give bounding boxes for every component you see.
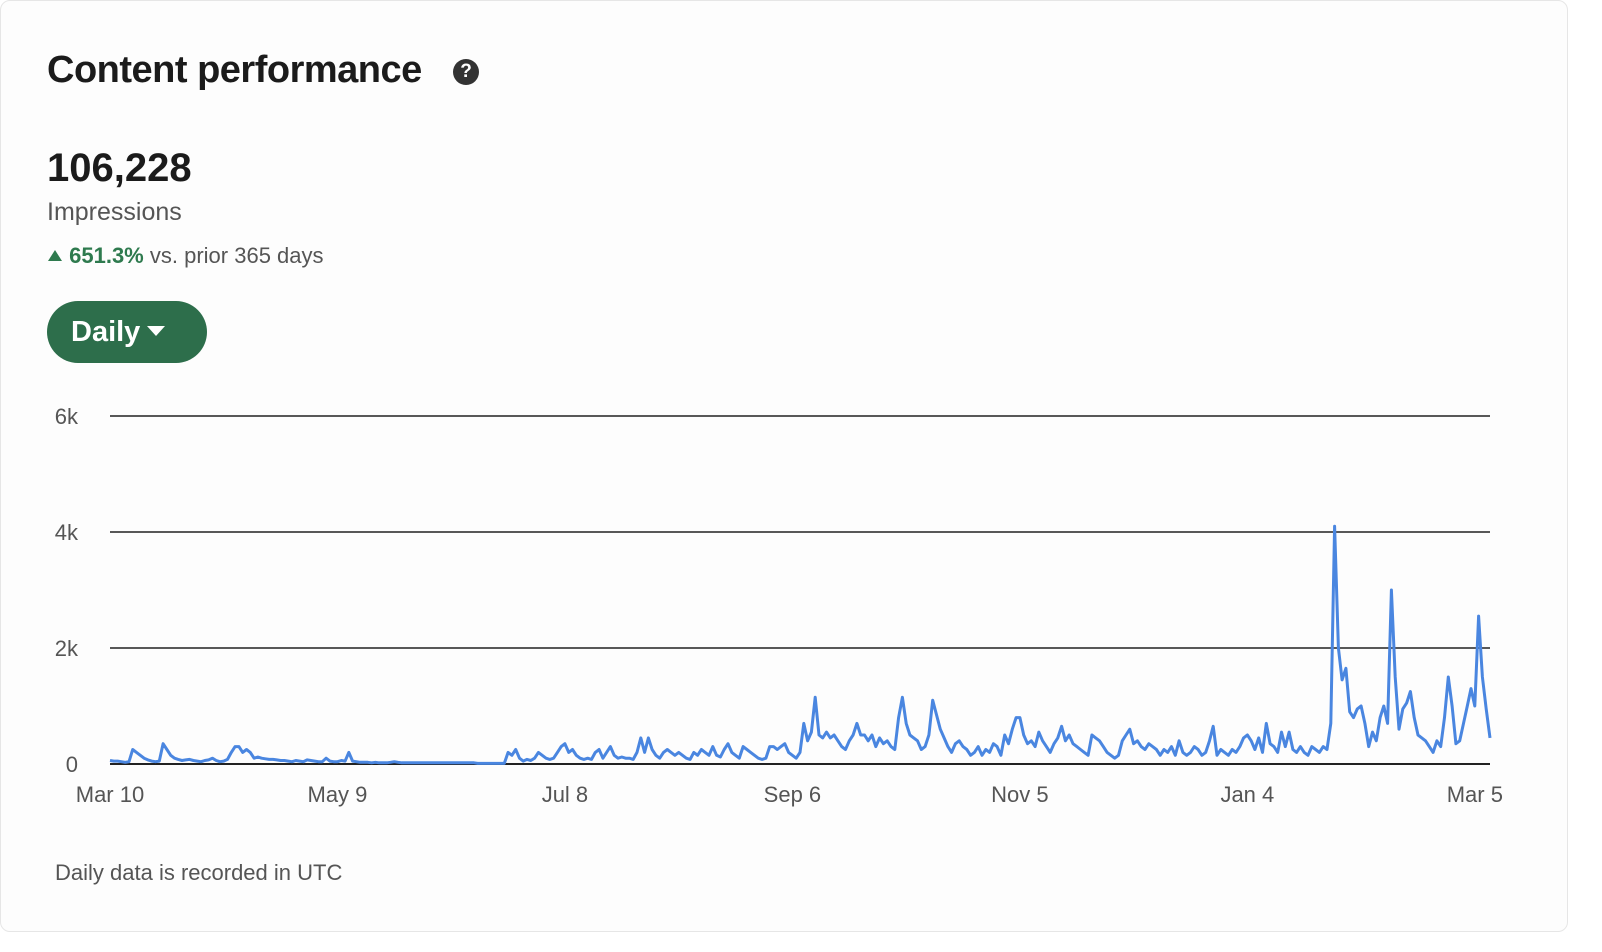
dropdown-caret bbox=[147, 326, 166, 336]
x-tick-label: Jan 4 bbox=[1220, 782, 1274, 807]
up-arrow bbox=[48, 250, 62, 261]
y-tick-label: 4k bbox=[55, 520, 79, 545]
change: 651.3% vs. prior 365 days bbox=[47, 243, 324, 269]
metric-label: Impressions bbox=[47, 198, 182, 226]
x-tick-label: Sep 6 bbox=[764, 782, 822, 807]
total-value: 106,228 bbox=[47, 146, 192, 190]
x-tick-label: Nov 5 bbox=[991, 782, 1048, 807]
footnote: Daily data is recorded in UTC bbox=[55, 860, 343, 885]
title: Content performance bbox=[47, 49, 422, 91]
x-tick-label: Mar 10 bbox=[76, 782, 144, 807]
change-percent: 651.3% bbox=[69, 243, 144, 268]
comparison: vs. prior 365 days bbox=[149, 243, 324, 268]
x-tick-label: Jul 8 bbox=[542, 782, 588, 807]
card: Content performance ? 106,228 Impression… bbox=[0, 0, 1568, 932]
y-tick-label: 6k bbox=[55, 404, 79, 429]
data-line bbox=[109, 524, 1492, 765]
y-tick-label: 0 bbox=[66, 752, 78, 777]
dropdown-label: Daily bbox=[71, 316, 141, 348]
period-dropdown[interactable]: Daily bbox=[47, 301, 207, 363]
y-tick-label: 2k bbox=[55, 636, 79, 661]
x-tick-label: Mar 5 bbox=[1447, 782, 1503, 807]
help-icon[interactable]: ? bbox=[453, 59, 479, 85]
x-tick-label: May 9 bbox=[308, 782, 368, 807]
